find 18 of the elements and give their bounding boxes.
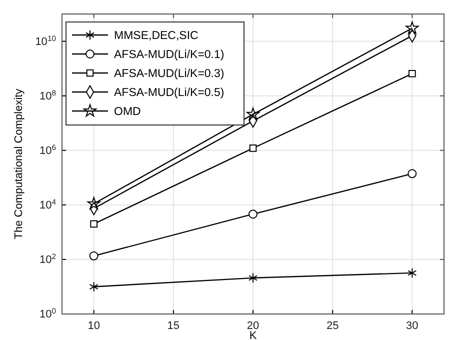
y-tick-label: 10$^{6}$ — [39, 142, 56, 157]
legend-label: OMD — [114, 106, 141, 118]
y-tick-label: 10$^{2}$ — [39, 251, 56, 266]
x-tick-label: 10 — [88, 320, 100, 332]
legend-label: MMSE,DEC,SIC — [114, 30, 198, 42]
x-tick-label: 15 — [167, 320, 180, 332]
y-tick-label: 10$^{0}$ — [39, 306, 56, 321]
legend-label: AFSA-MUD(Li/K=0.5) — [114, 87, 224, 99]
x-axis-title: K — [249, 330, 258, 340]
x-tick-label: 20 — [246, 320, 260, 332]
x-tick-label: 30 — [406, 320, 418, 332]
y-tick-label: 10$^{10}$ — [35, 33, 56, 48]
y-axis-title: The Computational Complexity — [13, 88, 25, 240]
y-tick-label: 10$^{4}$ — [39, 196, 57, 212]
legend-label: AFSA-MUD(Li/K=0.1) — [114, 49, 224, 61]
legend-label: AFSA-MUD(Li/K=0.3) — [114, 68, 224, 80]
y-tick-label: 10$^{8}$ — [39, 88, 56, 102]
x-tick-label: 25 — [326, 320, 339, 332]
